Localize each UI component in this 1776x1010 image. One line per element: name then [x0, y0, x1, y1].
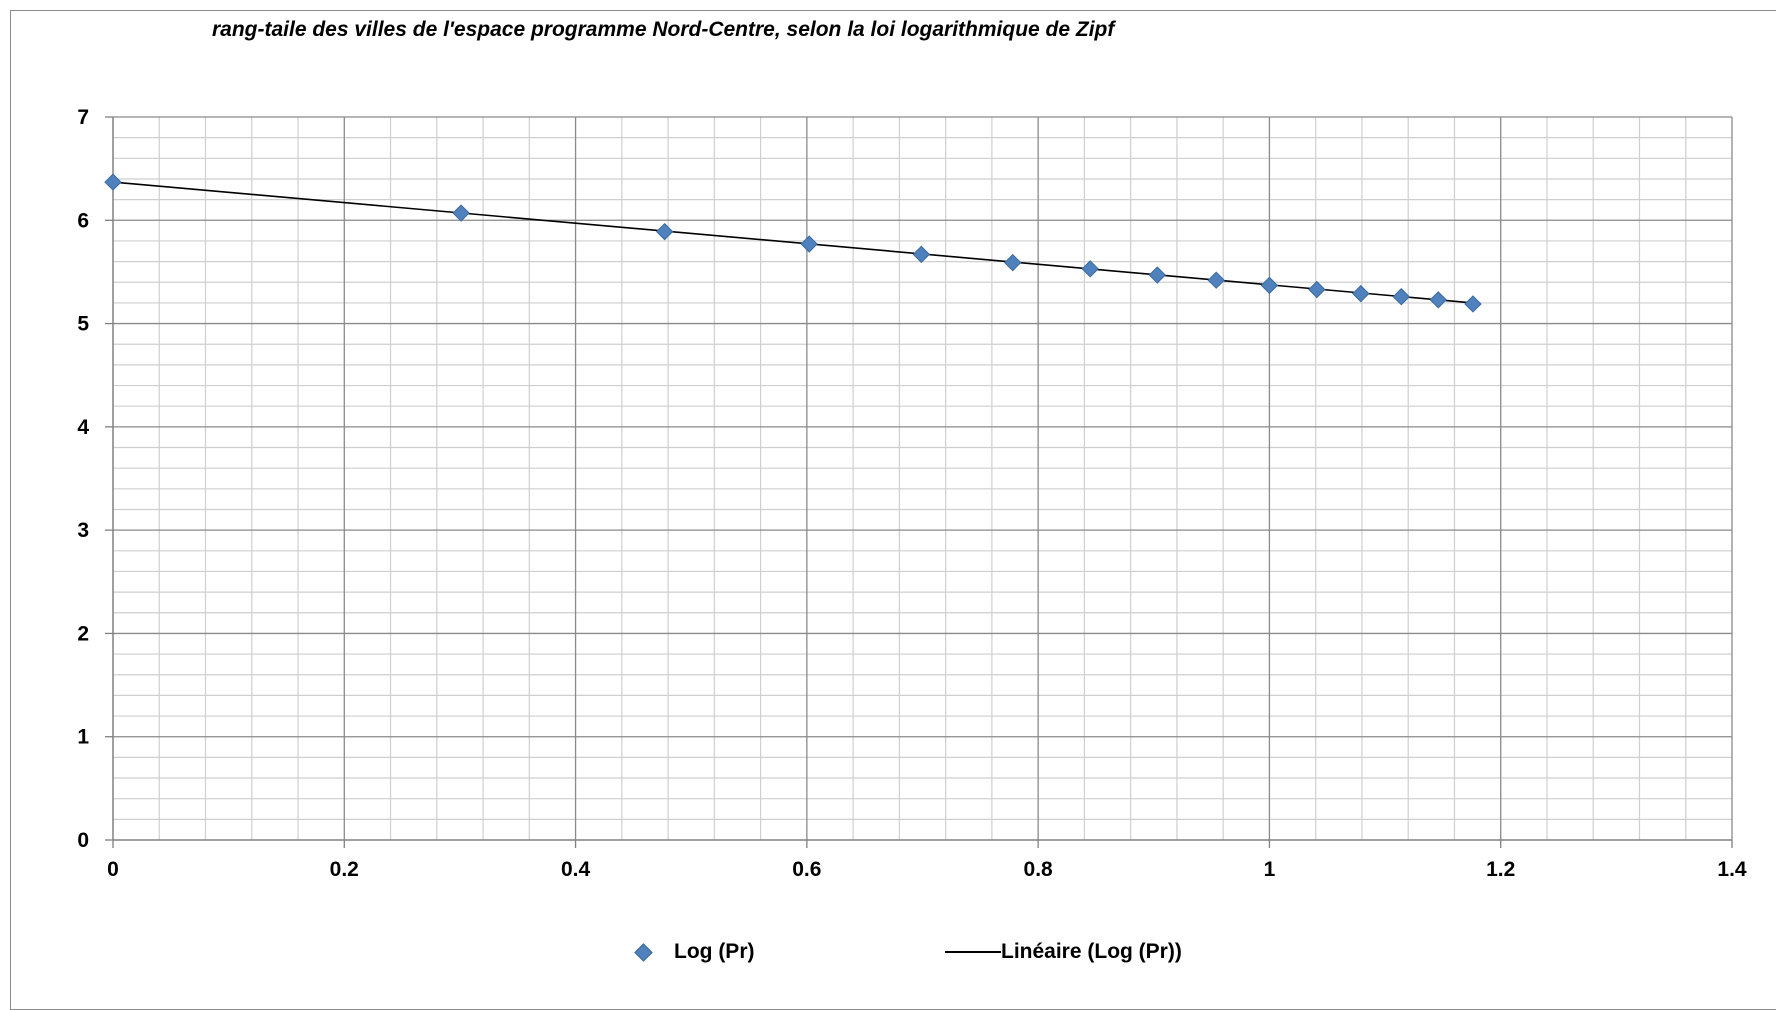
data-point	[1308, 280, 1326, 299]
x-tick-label: 0.4	[561, 858, 591, 881]
y-tick-label: 4	[77, 416, 89, 439]
data-point	[1260, 276, 1279, 295]
y-tick-label: 7	[77, 106, 89, 129]
data-point	[912, 245, 931, 264]
legend-item-log-pr: Log (Pr)	[634, 940, 755, 964]
x-tick-label: 0.8	[1024, 858, 1054, 881]
data-point	[1148, 266, 1166, 284]
x-tick-label: 0.2	[330, 858, 359, 881]
legend-label-trendline: Linéaire (Log (Pr))	[1001, 940, 1182, 963]
data-point	[1003, 253, 1022, 272]
y-tick-label: 2	[77, 622, 89, 645]
y-tick-label: 1	[77, 726, 89, 749]
data-point	[1081, 260, 1099, 278]
x-tick-label: 1.2	[1486, 858, 1515, 881]
diamond-marker-icon	[634, 942, 653, 962]
data-point	[1392, 288, 1410, 306]
legend: Log (Pr) Linéaire (Log (Pr))	[0, 940, 1776, 970]
x-tick-label: 0.6	[792, 858, 821, 881]
y-tick-label: 6	[77, 209, 89, 232]
data-point	[104, 173, 122, 191]
y-tick-label: 5	[77, 313, 89, 336]
chart-title: rang-taile des villes de l'espace progra…	[212, 18, 1115, 41]
data-point	[1464, 295, 1482, 313]
data-point	[800, 235, 818, 253]
data-point	[1429, 291, 1447, 309]
data-point	[655, 222, 674, 241]
trendline	[112, 181, 1474, 304]
x-tick-label: 0	[107, 858, 119, 881]
x-tick-label: 1.4	[1717, 858, 1747, 881]
legend-label-log-pr: Log (Pr)	[674, 940, 755, 963]
data-point	[1207, 271, 1225, 289]
data-point	[452, 204, 470, 222]
line-marker-icon	[945, 951, 1001, 953]
legend-item-trendline: Linéaire (Log (Pr))	[945, 940, 1182, 964]
data-point	[1352, 284, 1370, 303]
x-tick-label: 1	[1264, 858, 1276, 881]
y-tick-label: 0	[77, 829, 89, 852]
y-tick-label: 3	[77, 519, 89, 542]
